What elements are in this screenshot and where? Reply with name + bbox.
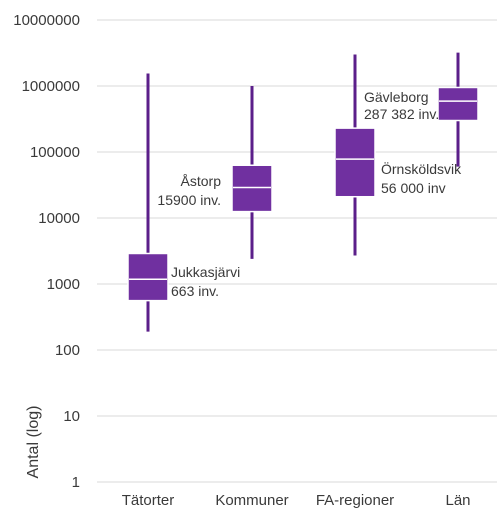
gridlines <box>97 19 497 483</box>
x-axis-category-labels: Tätorter Kommuner FA-regioner Län <box>122 492 471 509</box>
y-axis-tick-labels: 10000000 1000000 100000 10000 1000 100 10 1 <box>13 12 80 491</box>
box-iqr <box>127 252 169 302</box>
y-tick-label: 1 <box>72 474 80 491</box>
x-category-label: FA-regioner <box>316 492 394 509</box>
annotation-label: Jukkasjärvi 663 inv. <box>171 264 240 299</box>
x-category-label: Kommuner <box>215 492 288 509</box>
y-tick-label: 100 <box>55 342 80 359</box>
box-2 <box>231 86 273 259</box>
box-3 <box>334 54 376 256</box>
y-tick-label: 10 <box>63 408 80 425</box>
annotation-label: Gävleborg 287 382 inv. <box>364 89 439 122</box>
y-tick-label: 10000000 <box>13 12 80 29</box>
x-category-label: Län <box>445 492 470 509</box>
annotation-label: Åstorp 15900 inv. <box>157 173 221 208</box>
y-tick-label: 100000 <box>30 144 80 161</box>
y-tick-label: 1000000 <box>22 78 80 95</box>
boxes <box>127 52 479 332</box>
y-tick-label: 1000 <box>47 276 80 293</box>
box-iqr <box>437 86 479 122</box>
box-iqr <box>334 127 376 198</box>
box-1 <box>127 73 169 332</box>
annotation-label: Örnsköldsvik 56 000 inv <box>381 160 462 196</box>
y-axis-title: Antal (log) <box>25 406 42 479</box>
x-category-label: Tätorter <box>122 492 175 509</box>
annotations: Jukkasjärvi 663 inv. Åstorp 15900 inv. Örnsk… <box>157 89 462 299</box>
box-4 <box>437 52 479 167</box>
y-tick-label: 10000 <box>38 210 80 227</box>
box-iqr <box>231 164 273 213</box>
